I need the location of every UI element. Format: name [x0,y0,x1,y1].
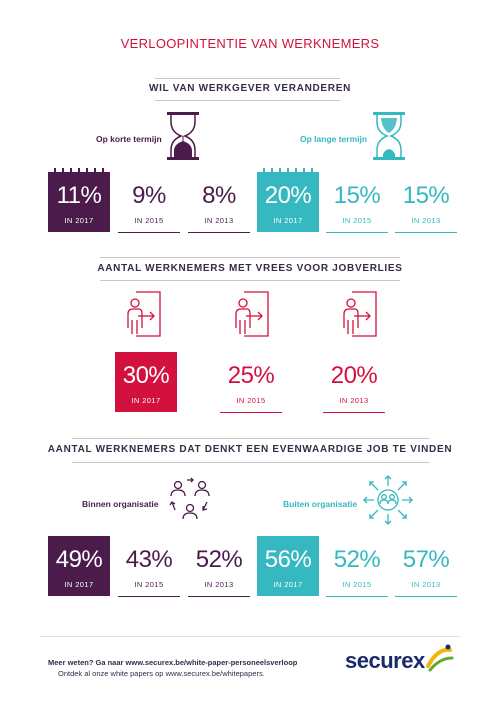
section-divider [155,100,340,101]
outside-organisation-label: Buiten organisatie [283,499,358,509]
securex-logo: securex [345,648,425,673]
stat-value: 11% [56,182,102,209]
stat-box-2015-job-loss: 25% IN 2015 [220,352,282,413]
exit-door-person-icon [127,291,161,337]
stat-year: IN 2015 [342,580,372,589]
stat-box-2017-short-term: 11% IN 2017 [48,168,110,232]
section-divider [100,280,400,281]
stat-box-2013-inside: 52% IN 2013 [188,536,250,597]
section-title-fear-job-loss: AANTAL WERKNEMERS MET VREES VOOR JOBVERL… [97,263,403,274]
stat-year: IN 2015 [342,216,372,225]
section-divider [100,257,400,258]
footer-whitepapers-text: Ontdek al onze white papers op www.secur… [58,669,265,678]
stat-box-2017-job-loss: 30% IN 2017 [115,352,177,412]
stat-box-2013-long-term: 15% IN 2013 [395,172,457,233]
stat-value: 25% [227,362,275,389]
stat-box-2013-outside: 57% IN 2013 [395,536,457,597]
stat-year: IN 2013 [411,580,441,589]
stat-year: IN 2013 [339,396,369,405]
stat-box-2015-short-term: 9% IN 2015 [118,172,180,233]
stat-value: 30% [122,362,170,389]
stat-year: IN 2013 [411,216,441,225]
stat-year: IN 2015 [134,216,164,225]
section-divider [72,438,430,439]
stat-year: IN 2015 [236,396,266,405]
stat-year: IN 2017 [273,580,303,589]
exit-door-person-icon [343,291,377,337]
stat-year: IN 2017 [131,396,161,405]
footer-more-info-text: Meer weten? Ga naar www.securex.be/white… [48,658,298,667]
hourglass-short-term-icon [167,112,199,160]
stat-value: 52% [195,546,243,573]
stat-value: 9% [132,182,166,209]
stat-value: 20% [264,182,312,209]
stat-year: IN 2017 [64,216,94,225]
short-term-label: Op korte termijn [96,134,162,144]
stat-value: 15% [402,182,450,209]
stat-value: 43% [125,546,173,573]
stat-box-2017-inside: 49% IN 2017 [48,536,110,596]
stat-value: 52% [333,546,381,573]
securex-logo-mark-icon [426,644,454,672]
stat-value: 20% [330,362,378,389]
section-title-equivalent-job: AANTAL WERKNEMERS DAT DENKT EEN EVENWAAR… [47,444,453,455]
stat-box-2017-long-term: 20% IN 2017 [257,168,319,232]
stat-value: 56% [264,546,312,573]
stat-year: IN 2015 [134,580,164,589]
stat-box-2013-job-loss: 20% IN 2013 [323,352,385,413]
stat-box-2017-outside: 56% IN 2017 [257,536,319,596]
section-title-change-employer: WIL VAN WERKGEVER VERANDEREN [148,83,352,94]
stat-box-2015-inside: 43% IN 2015 [118,536,180,597]
inside-organisation-label: Binnen organisatie [82,499,159,509]
external-mobility-icon [363,475,413,525]
stat-value: 57% [402,546,450,573]
exit-door-person-icon [235,291,269,337]
stat-year: IN 2017 [273,216,303,225]
page-title: VERLOOPINTENTIE VAN WERKNEMERS [120,36,380,51]
stat-year: IN 2013 [204,216,234,225]
footer-divider [40,636,460,637]
stat-year: IN 2013 [204,580,234,589]
stat-value: 49% [55,546,103,573]
hourglass-long-term-icon [373,112,405,160]
stat-box-2015-long-term: 15% IN 2015 [326,172,388,233]
stat-year: IN 2017 [64,580,94,589]
stat-value: 15% [333,182,381,209]
long-term-label: Op lange termijn [300,134,368,144]
internal-mobility-icon [169,477,210,520]
section-divider [155,78,340,79]
stat-box-2013-short-term: 8% IN 2013 [188,172,250,233]
stat-box-2015-outside: 52% IN 2015 [326,536,388,597]
stat-value: 8% [202,182,236,209]
section-divider [72,462,430,463]
